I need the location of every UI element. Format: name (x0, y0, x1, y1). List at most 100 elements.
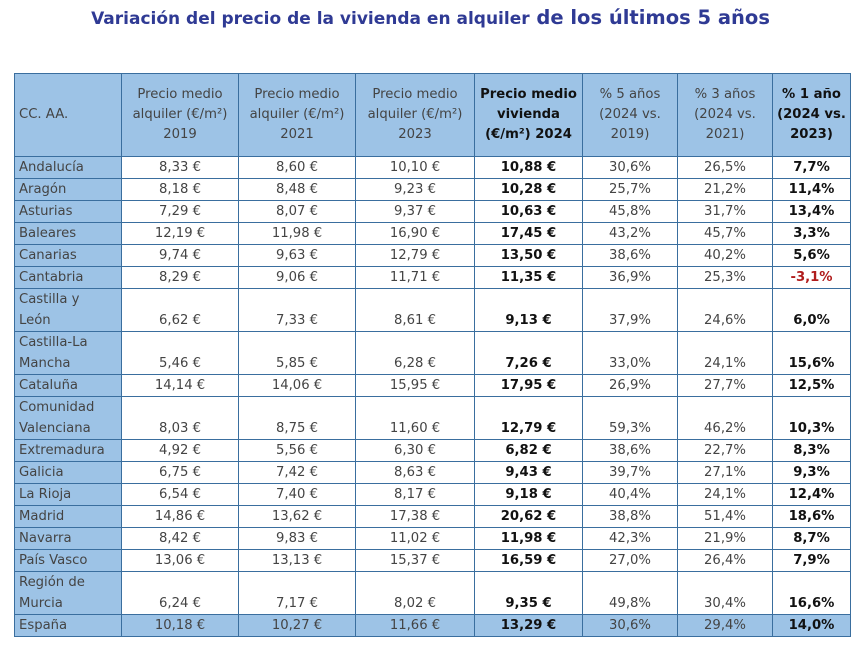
cell-change-5y: 49,8% (582, 571, 678, 615)
cell-rent-2019: 7,29 € (121, 200, 239, 223)
column-header-rent-2023: Precio medio alquiler (€/m²) 2023 (355, 73, 475, 157)
cell-rent-2021: 5,56 € (238, 439, 356, 462)
cell-price-2024: 10,28 € (474, 178, 583, 201)
cell-rent-2023: 12,79 € (355, 244, 475, 267)
cell-change-5y: 40,4% (582, 483, 678, 506)
cell-rent-2021: 5,85 € (238, 331, 356, 375)
cell-rent-2023: 8,02 € (355, 571, 475, 615)
cell-rent-2019: 8,18 € (121, 178, 239, 201)
cell-change-1y: 9,3% (772, 461, 851, 484)
cell-change-5y: 33,0% (582, 331, 678, 375)
table-row: Región de Murcia 6,24 €7,17 €8,02 €9,35 €4… (14, 571, 851, 615)
cell-change-3y: 25,3% (677, 266, 773, 289)
cell-change-3y: 24,1% (677, 483, 773, 506)
cell-change-5y: 59,3% (582, 396, 678, 440)
cell-change-5y: 38,8% (582, 505, 678, 528)
cell-change-5y: 30,6% (582, 614, 678, 637)
cell-change-3y: 45,7% (677, 222, 773, 245)
cell-price-2024: 13,29 € (474, 614, 583, 637)
cell-change-3y: 46,2% (677, 396, 773, 440)
cell-change-1y: 6,0% (772, 288, 851, 332)
table-row: Aragón 8,18 €8,48 €9,23 €10,28 €25,7% 21,2… (14, 178, 851, 201)
cell-rent-2023: 6,28 € (355, 331, 475, 375)
cell-change-3y: 24,6% (677, 288, 773, 332)
cell-change-1y: 7,7% (772, 156, 851, 179)
cell-rent-2021: 8,48 € (238, 178, 356, 201)
cell-region: Comunidad Valenciana (14, 396, 122, 440)
cell-rent-2019: 6,62 € (121, 288, 239, 332)
cell-rent-2021: 9,63 € (238, 244, 356, 267)
table-row: Andalucía 8,33 €8,60 €10,10 €10,88 €30,6%… (14, 156, 851, 179)
cell-change-1y: 14,0% (772, 614, 851, 637)
cell-region: Canarias (14, 244, 122, 267)
cell-change-3y: 22,7% (677, 439, 773, 462)
cell-rent-2019: 9,74 € (121, 244, 239, 267)
cell-rent-2023: 11,02 € (355, 527, 475, 550)
total-row: España 10,18 €10,27 €11,66 €13,29 €30,6% 2… (14, 614, 851, 637)
cell-change-5y: 38,6% (582, 439, 678, 462)
cell-rent-2023: 8,61 € (355, 288, 475, 332)
cell-change-1y: 16,6% (772, 571, 851, 615)
cell-rent-2021: 9,83 € (238, 527, 356, 550)
rent-price-table: CC. AA. Precio medio alquiler (€/m²) 2019… (14, 73, 851, 637)
cell-rent-2019: 10,18 € (121, 614, 239, 637)
page-title: Variación del precio de la vivienda en a… (91, 6, 770, 29)
table-row: País Vasco 13,06 €13,13 €15,37 €16,59 €27… (14, 549, 851, 572)
cell-region: Madrid (14, 505, 122, 528)
cell-rent-2019: 14,86 € (121, 505, 239, 528)
cell-rent-2021: 7,42 € (238, 461, 356, 484)
cell-region: Castilla-La Mancha (14, 331, 122, 375)
column-header-rent-2021: Precio medio alquiler (€/m²) 2021 (238, 73, 356, 157)
cell-price-2024: 9,18 € (474, 483, 583, 506)
cell-rent-2023: 8,17 € (355, 483, 475, 506)
cell-change-3y: 24,1% (677, 331, 773, 375)
column-header-change-5y: % 5 años (2024 vs. 2019) (582, 73, 678, 157)
cell-change-5y: 42,3% (582, 527, 678, 550)
cell-rent-2019: 13,06 € (121, 549, 239, 572)
cell-price-2024: 10,63 € (474, 200, 583, 223)
table-row: Cataluña 14,14 €14,06 €15,95 €17,95 €26,9… (14, 374, 851, 397)
cell-region: Región de Murcia (14, 571, 122, 615)
cell-rent-2021: 9,06 € (238, 266, 356, 289)
column-header-price-2024: Precio medio vivienda (€/m²) 2024 (474, 73, 583, 157)
cell-region: Castilla y León (14, 288, 122, 332)
cell-region: Baleares (14, 222, 122, 245)
cell-region: Aragón (14, 178, 122, 201)
cell-change-1y: -3,1% (772, 266, 851, 289)
cell-change-3y: 27,7% (677, 374, 773, 397)
table-row: Baleares 12,19 €11,98 €16,90 €17,45 €43,2… (14, 222, 851, 245)
cell-price-2024: 9,35 € (474, 571, 583, 615)
table-row: Extremadura 4,92 €5,56 €6,30 €6,82 €38,6%… (14, 439, 851, 462)
cell-rent-2023: 11,71 € (355, 266, 475, 289)
cell-change-1y: 8,7% (772, 527, 851, 550)
cell-rent-2021: 7,33 € (238, 288, 356, 332)
cell-rent-2023: 9,23 € (355, 178, 475, 201)
table-row: Castilla y León 6,62 €7,33 €8,61 €9,13 €37… (14, 288, 851, 332)
cell-change-1y: 15,6% (772, 331, 851, 375)
cell-price-2024: 16,59 € (474, 549, 583, 572)
cell-change-5y: 38,6% (582, 244, 678, 267)
cell-rent-2021: 8,75 € (238, 396, 356, 440)
cell-change-1y: 3,3% (772, 222, 851, 245)
cell-region: España (14, 614, 122, 637)
cell-region: La Rioja (14, 483, 122, 506)
cell-region: Cataluña (14, 374, 122, 397)
cell-change-3y: 51,4% (677, 505, 773, 528)
cell-change-5y: 26,9% (582, 374, 678, 397)
cell-price-2024: 11,98 € (474, 527, 583, 550)
cell-rent-2019: 14,14 € (121, 374, 239, 397)
cell-change-3y: 26,5% (677, 156, 773, 179)
cell-price-2024: 13,50 € (474, 244, 583, 267)
cell-price-2024: 20,62 € (474, 505, 583, 528)
cell-change-1y: 11,4% (772, 178, 851, 201)
cell-rent-2023: 8,63 € (355, 461, 475, 484)
cell-rent-2021: 7,40 € (238, 483, 356, 506)
column-header-change-1y: % 1 año (2024 vs. 2023) (772, 73, 851, 157)
cell-price-2024: 9,43 € (474, 461, 583, 484)
cell-rent-2021: 10,27 € (238, 614, 356, 637)
cell-rent-2023: 15,37 € (355, 549, 475, 572)
cell-change-5y: 30,6% (582, 156, 678, 179)
cell-price-2024: 10,88 € (474, 156, 583, 179)
cell-change-3y: 30,4% (677, 571, 773, 615)
cell-rent-2019: 6,24 € (121, 571, 239, 615)
